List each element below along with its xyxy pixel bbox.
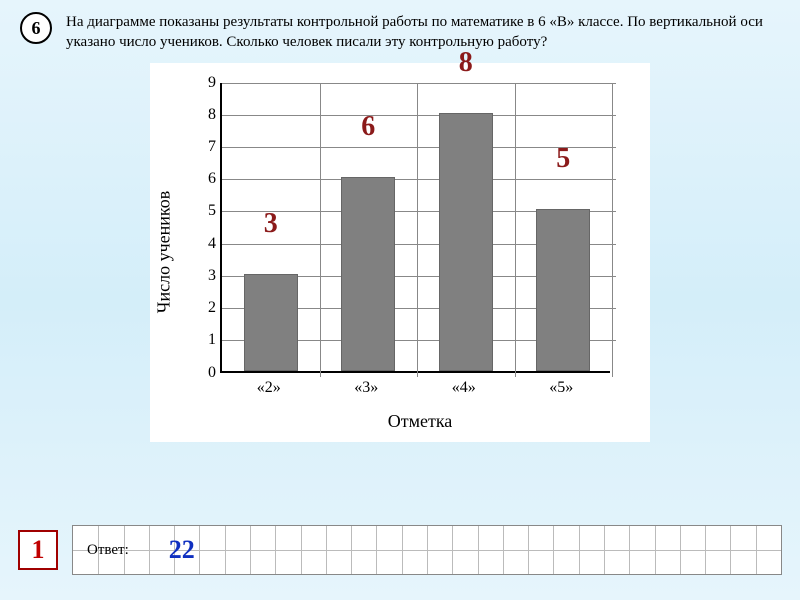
question-number-badge: 6 — [20, 12, 52, 44]
answer-row: 1 Ответ: 22 — [18, 520, 782, 580]
y-tick: 7 — [196, 138, 216, 156]
answer-label: Ответ: — [87, 542, 129, 559]
x-axis-ticks: «2»«3»«4»«5» — [220, 379, 610, 397]
gridline-h — [222, 83, 616, 84]
question-text: На диаграмме показаны результаты контрол… — [66, 12, 780, 53]
chart-plot-area: 01234567893685 — [220, 83, 610, 373]
y-tick: 6 — [196, 170, 216, 188]
gridline-h — [222, 115, 616, 116]
y-tick: 8 — [196, 106, 216, 124]
chart-container: Число учеников 01234567893685 «2»«3»«4»«… — [150, 63, 650, 442]
gridline-v — [515, 83, 516, 377]
bar-value-label: 8 — [459, 47, 473, 79]
y-tick: 4 — [196, 235, 216, 253]
gridline-v — [320, 83, 321, 377]
gridline-v — [417, 83, 418, 377]
x-tick: «5» — [513, 379, 611, 397]
x-tick: «3» — [318, 379, 416, 397]
answer-grid: Ответ: 22 — [72, 525, 782, 575]
gridline-v — [612, 83, 613, 377]
bar-value-label: 3 — [264, 208, 278, 240]
answer-badge: 1 — [18, 530, 58, 570]
x-axis-label: Отметка — [220, 411, 620, 432]
answer-value: 22 — [169, 535, 195, 565]
y-tick: 9 — [196, 74, 216, 92]
x-tick: «4» — [415, 379, 513, 397]
x-tick: «2» — [220, 379, 318, 397]
bar — [439, 113, 493, 371]
y-tick: 1 — [196, 331, 216, 349]
y-axis-label: Число учеников — [154, 191, 175, 313]
gridline-h — [222, 179, 616, 180]
bar-value-label: 6 — [361, 111, 375, 143]
y-tick: 5 — [196, 202, 216, 220]
bar — [341, 177, 395, 370]
bar — [536, 209, 590, 370]
y-tick: 0 — [196, 364, 216, 382]
bar — [244, 274, 298, 371]
y-tick: 3 — [196, 267, 216, 285]
y-tick: 2 — [196, 299, 216, 317]
bar-value-label: 5 — [556, 143, 570, 175]
